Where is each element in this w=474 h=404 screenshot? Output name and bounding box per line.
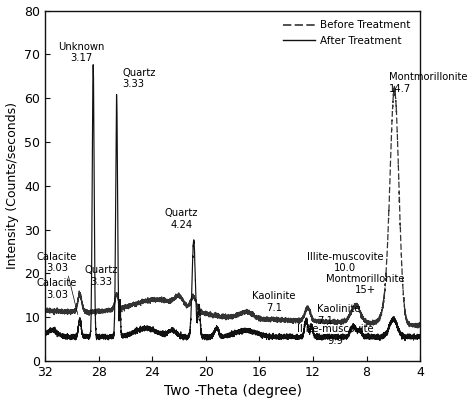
Y-axis label: Intensity (Counts/seconds): Intensity (Counts/seconds) [6, 102, 18, 269]
Text: Montmorillonite
15+: Montmorillonite 15+ [326, 274, 404, 295]
Text: Illite-muscovite
9.9: Illite-muscovite 9.9 [297, 324, 374, 346]
X-axis label: Two -Theta (degree): Two -Theta (degree) [164, 385, 301, 398]
Text: Quartz
3.33: Quartz 3.33 [84, 265, 118, 286]
Text: Montmorillonite
14.7: Montmorillonite 14.7 [389, 72, 468, 94]
Text: Quartz
4.24: Quartz 4.24 [165, 208, 198, 229]
Text: Unknown
3.17: Unknown 3.17 [58, 42, 104, 63]
Text: Illite-muscovite
10.0: Illite-muscovite 10.0 [307, 252, 383, 274]
Text: Kaolinite
7.1: Kaolinite 7.1 [317, 304, 360, 326]
Text: Calacite
3.03: Calacite 3.03 [37, 278, 77, 300]
Legend: Before Treatment, After Treatment: Before Treatment, After Treatment [279, 16, 414, 50]
Text: Calacite
3.03: Calacite 3.03 [37, 252, 77, 274]
Text: Quartz
3.33: Quartz 3.33 [123, 68, 156, 89]
Text: Kaolinite
7.1: Kaolinite 7.1 [252, 291, 296, 313]
